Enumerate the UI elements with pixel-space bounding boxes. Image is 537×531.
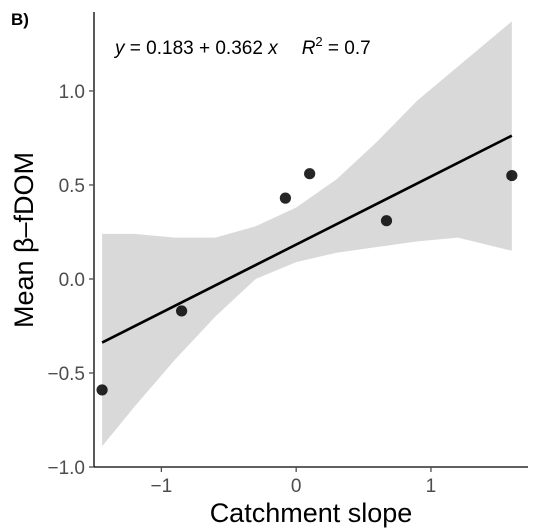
y-tick-label: −0.5 (47, 364, 85, 385)
y-tick-label: 0.5 (59, 176, 85, 197)
x-tick-label: 0 (291, 476, 302, 497)
equation-y: y (113, 38, 126, 59)
data-point-6 (506, 169, 518, 182)
x-axis-ticks: −1 0 1 (151, 467, 437, 497)
equation-r-superscript: 2 (315, 34, 322, 49)
data-point-4 (304, 168, 316, 180)
equation-r-value: = 0.7 (323, 38, 371, 59)
data-points (96, 168, 518, 396)
equation-x: x (267, 38, 279, 59)
regression-line (101, 134, 513, 344)
equation-r-label: R (302, 38, 316, 59)
data-point-5 (380, 215, 393, 227)
x-tick-label: −1 (151, 476, 173, 497)
y-axis-ticks: −1.0 −0.5 0.0 0.5 1.0 (47, 82, 94, 479)
data-point-2 (176, 305, 188, 317)
confidence-band (102, 21, 512, 447)
regression-equation: y = 0.183 + 0.362 x R2 = 0.7 (113, 34, 371, 59)
y-tick-label: −1.0 (47, 458, 85, 479)
x-tick-label: 1 (426, 476, 437, 497)
plot-area (96, 21, 518, 447)
y-axis-title: Mean β–fDOM (9, 152, 39, 328)
y-tick-label: 1.0 (59, 82, 85, 103)
panel-label: B) (11, 10, 29, 29)
y-tick-label: 0.0 (59, 270, 85, 291)
data-point-1 (96, 384, 108, 396)
x-axis-title: Catchment slope (210, 498, 413, 528)
data-point-3 (279, 192, 291, 204)
equation-coefficients: = 0.183 + 0.362 (125, 38, 269, 59)
